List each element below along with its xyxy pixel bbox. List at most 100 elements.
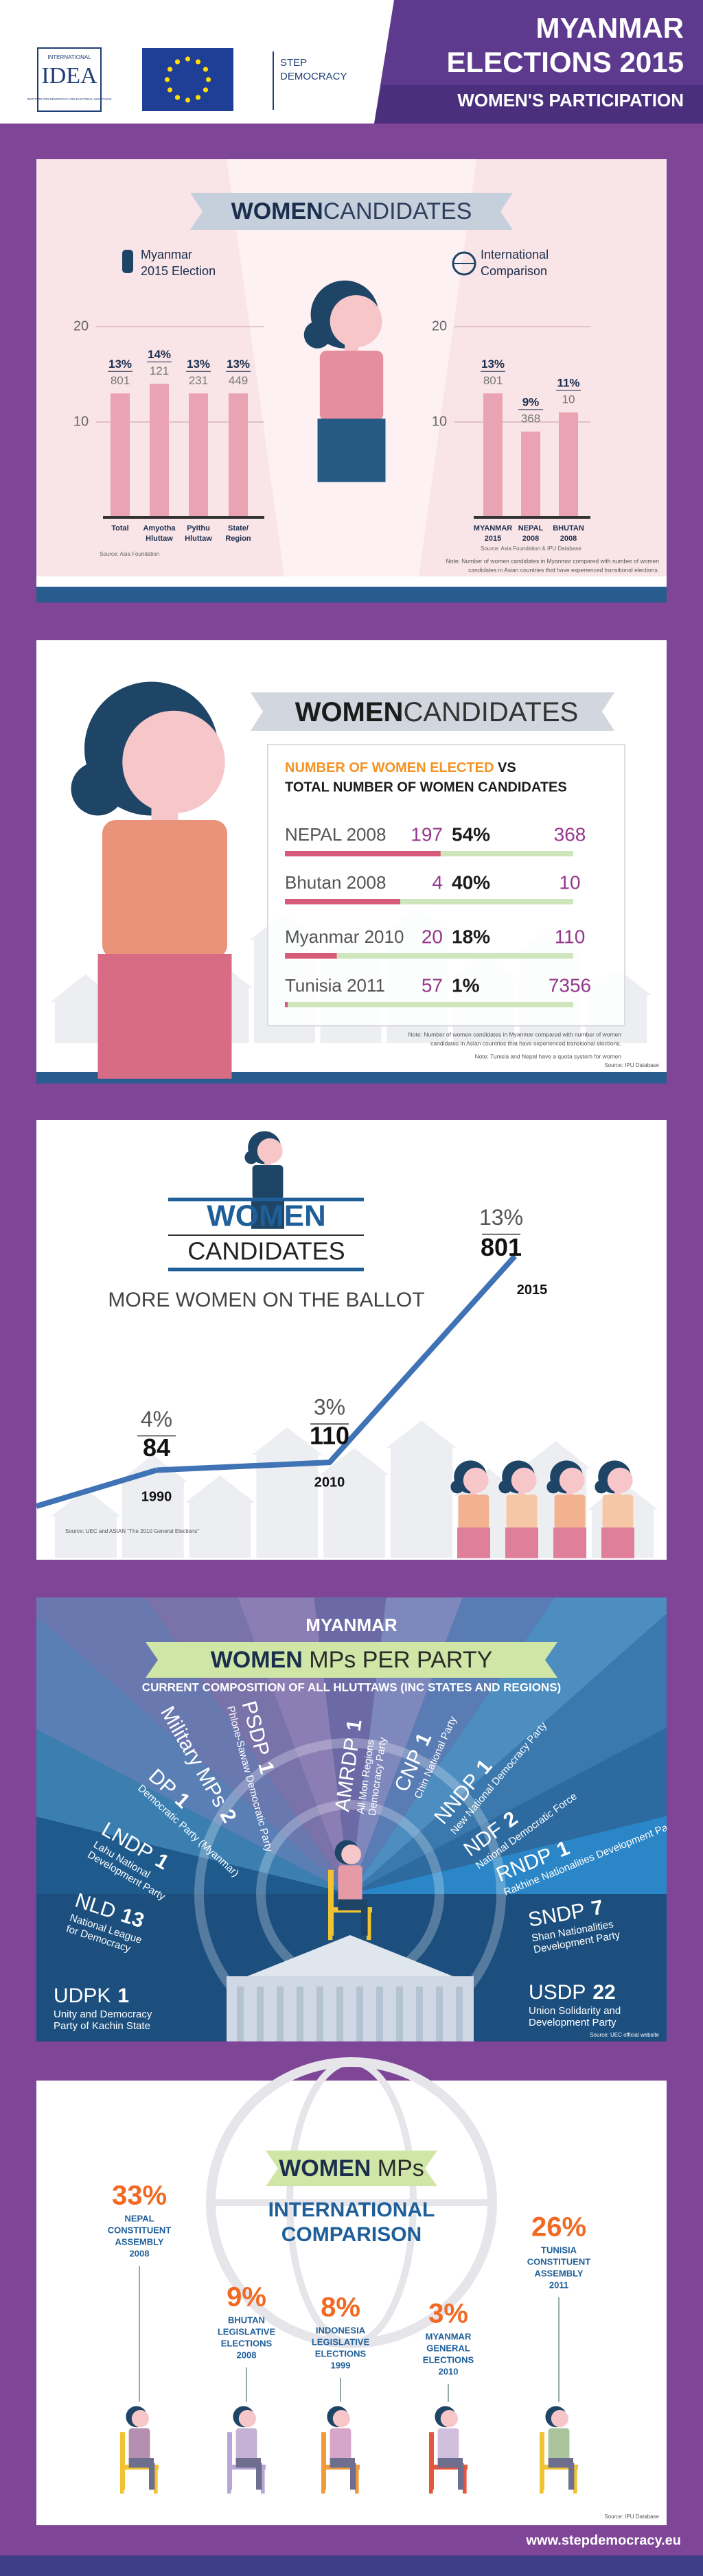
skirt xyxy=(457,1527,490,1558)
category-label: Total xyxy=(111,524,128,532)
skirt xyxy=(338,1899,367,1910)
chair-leg xyxy=(321,2464,325,2494)
country-label: 2010 xyxy=(439,2366,459,2376)
country-share: 3% xyxy=(428,2299,468,2329)
row-elected: 4 xyxy=(432,871,443,893)
eu-star xyxy=(203,67,209,72)
neck xyxy=(264,1160,271,1167)
trend-line xyxy=(156,1254,517,1473)
country-share: 26% xyxy=(531,2212,586,2243)
bar-count: 368 xyxy=(521,412,540,425)
parliament-column xyxy=(456,1987,463,2041)
note: Note: Number of women candidates in Myan… xyxy=(408,1031,622,1038)
heading-highlight: NUMBER OF WOMEN ELECTED xyxy=(285,760,494,775)
title-bold: WOMEN xyxy=(207,1199,326,1233)
eu-star xyxy=(167,87,173,93)
category-label: NEPAL xyxy=(518,524,544,532)
bar xyxy=(111,393,130,517)
panel-more-women: WOMEN CANDIDATES MORE WOMEN ON THE BALLOT 4… xyxy=(35,1120,667,1560)
blouse xyxy=(458,1495,489,1529)
parliament-column xyxy=(277,1987,284,2041)
chair-leg xyxy=(463,2464,467,2494)
party-mps: 22 xyxy=(592,1981,615,2004)
country-label: 2011 xyxy=(549,2280,568,2290)
party-mps: 7 xyxy=(590,1896,605,1920)
skirt xyxy=(601,1527,634,1558)
ray xyxy=(350,1613,667,1894)
point-count: 84 xyxy=(143,1433,170,1462)
bar xyxy=(229,393,248,517)
bar xyxy=(521,431,540,517)
source: Source: IPU Database xyxy=(604,1062,659,1068)
bar-percent: 13% xyxy=(187,358,210,371)
skirt xyxy=(553,1527,586,1558)
category-label: MYANMAR xyxy=(474,524,512,532)
party-name: Union Solidarity and xyxy=(529,2005,621,2017)
skyline-roof xyxy=(252,1427,323,1455)
subtitle: MORE WOMEN ON THE BALLOT xyxy=(108,1289,424,1311)
share-track xyxy=(285,953,573,959)
country-label: LEGISLATIVE xyxy=(312,2337,370,2347)
header-subtitle: WOMEN'S PARTICIPATION xyxy=(457,90,684,110)
bun xyxy=(546,1480,560,1494)
leg xyxy=(350,2463,356,2490)
panel-title: WOMEN MPs xyxy=(279,2155,424,2181)
y-tick-label: 20 xyxy=(73,318,89,333)
note: Note: Tunisia and Nepal have a quota sys… xyxy=(474,1053,621,1059)
share-track xyxy=(285,1002,573,1007)
note: Note: Number of women candidates in Myan… xyxy=(446,557,660,564)
category-label: Pyithu xyxy=(187,524,210,532)
subtitle: COMPARISON xyxy=(281,2223,422,2246)
parliament-column xyxy=(356,1987,363,2041)
chair-leg xyxy=(227,2464,231,2494)
ray xyxy=(36,1616,350,1894)
country-label: 1999 xyxy=(331,2360,351,2370)
parliament-column xyxy=(316,1987,323,2041)
step-logo: DEMOCRACY xyxy=(280,71,347,82)
panel-women-candidates-1: WOMENCANDIDATES Myanmar 2015 Election Inter… xyxy=(36,159,667,602)
point-share: 3% xyxy=(314,1395,345,1420)
header-title: ELECTIONS 2015 xyxy=(447,46,684,78)
ray xyxy=(36,1816,350,1894)
country-label: ELECTIONS xyxy=(423,2354,474,2365)
bun xyxy=(498,1480,512,1494)
blouse xyxy=(330,2428,352,2465)
ray xyxy=(350,1816,667,1894)
party-abbr: UDPK xyxy=(54,1984,111,2007)
bar-count: 449 xyxy=(229,374,248,387)
idea-logo xyxy=(37,47,102,112)
skyline xyxy=(122,1482,184,1558)
chair-back xyxy=(540,2432,544,2490)
skirt xyxy=(548,2458,573,2468)
country-label: ELECTIONS xyxy=(221,2338,273,2348)
content-box xyxy=(267,744,625,1027)
party-label: UDPK 1 xyxy=(54,1984,129,2007)
skirt xyxy=(128,2458,154,2468)
box-heading: NUMBER OF WOMEN ELECTED VS xyxy=(285,760,516,775)
eu-star xyxy=(205,77,211,82)
category-label: State/ xyxy=(228,524,249,532)
leg xyxy=(149,2463,155,2490)
source: Source: Asia Foundation xyxy=(100,551,159,557)
neck xyxy=(518,1490,525,1496)
bun xyxy=(244,1151,258,1164)
face xyxy=(238,2410,256,2428)
face xyxy=(257,1138,283,1164)
blouse xyxy=(235,2428,257,2465)
bar-count: 801 xyxy=(483,374,503,387)
skirt xyxy=(330,2458,355,2468)
row-total: 10 xyxy=(559,871,580,893)
chair-leg xyxy=(367,1907,371,1941)
blouse xyxy=(506,1495,538,1529)
source: Source: Asia Foundation & IPU Database xyxy=(481,546,581,552)
parliament-column xyxy=(336,1987,343,2041)
country-label: GENERAL xyxy=(426,2343,470,2353)
panel-title: WOMENCANDIDATES xyxy=(231,198,472,224)
party-mps: 1 xyxy=(117,1984,129,2007)
point-year: 2015 xyxy=(517,1283,548,1298)
bun xyxy=(71,762,125,816)
step-logo: STEP xyxy=(280,57,307,69)
